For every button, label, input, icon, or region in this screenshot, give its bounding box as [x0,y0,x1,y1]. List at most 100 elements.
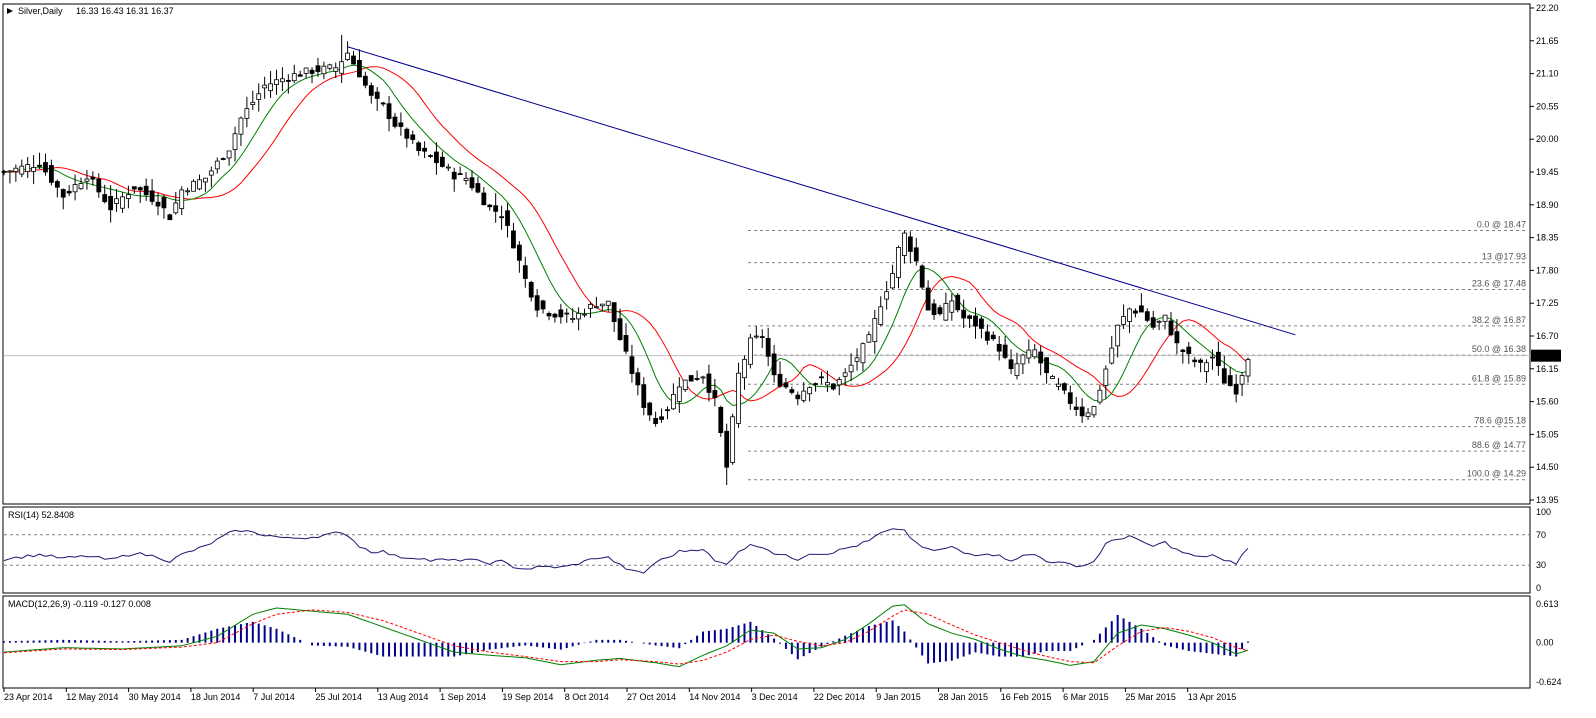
candle-body [1085,412,1091,417]
candle-body [161,197,167,209]
candle-body [1056,383,1061,387]
candle-body [795,394,801,400]
candle-body [493,205,499,212]
candle-body [552,313,558,318]
candle-body [256,93,262,100]
candle-body [96,178,102,193]
current-price-tag [1531,349,1561,362]
candle-body [60,189,66,198]
candle-body [481,192,487,206]
macd-title: MACD(12,26,9) -0.119 -0.127 0.008 [8,599,151,609]
candle-body [854,357,860,362]
candle-body [357,60,362,78]
fib-level-label: 0.0 @ 18.47 [1477,219,1526,229]
candle-body [1014,363,1020,376]
candle-body [825,382,830,386]
candle-body [694,378,700,380]
candle-body [428,155,433,157]
candle-body [226,150,232,159]
candle-body [665,409,670,412]
date-axis-label: 18 Jun 2014 [191,692,241,702]
candle-body [268,83,273,91]
candle-body [949,300,955,313]
candle-body [522,265,528,279]
candle-body [43,162,48,173]
candle-body [114,198,119,204]
candle-body [368,85,374,96]
candle-body [913,247,919,262]
price-axis-label: 20.00 [1536,134,1559,144]
rsi-axis-label: 100 [1536,507,1551,517]
rsi-panel [2,506,1531,594]
candle-body [676,386,682,402]
candle-body [1215,351,1221,367]
date-axis-label: 6 Mar 2015 [1063,692,1109,702]
candle-body [623,335,629,352]
candle-body [179,189,185,210]
rsi-axis-label: 30 [1536,560,1546,570]
date-axis-label: 19 Sep 2014 [502,692,553,702]
candle-body [1245,359,1251,377]
candle-body [890,273,895,289]
candle-body [931,303,937,315]
candle-body [990,334,996,340]
candle-body [1138,305,1144,313]
candle-body [309,69,315,74]
candle-body [700,376,706,379]
candle-body [1002,344,1008,358]
date-axis-label: 28 Jan 2015 [939,692,989,702]
candle-body [984,331,990,341]
candle-body [78,183,84,190]
macd-axis-label: -0.624 [1536,677,1562,687]
candle-body [1032,349,1038,358]
candle-body [996,343,1002,352]
candle-body [836,379,842,386]
candle-body [439,156,445,167]
candle-body [167,214,173,221]
candle-body [872,318,878,343]
candle-body [617,318,623,341]
date-axis-label: 13 Aug 2014 [378,692,429,702]
candle-body [783,382,789,388]
candle-body [362,75,368,86]
price-axis-label: 15.05 [1536,429,1559,439]
candle-body [197,179,202,190]
candle-body [1020,354,1026,365]
candle-body [149,190,155,202]
date-axis-label: 23 Apr 2014 [4,692,53,702]
candle-body [48,165,54,183]
candle-body [321,65,327,75]
candle-body [262,84,268,89]
candle-body [1162,314,1168,322]
candle-body [682,379,688,390]
candle-body [884,291,890,300]
candle-body [185,190,191,193]
candle-body [1026,349,1032,359]
candle-body [244,108,250,119]
candle-body [434,151,439,164]
price-axis-label: 15.60 [1536,397,1559,407]
red-moving-average [4,66,1249,402]
candle-body [973,315,978,327]
candle-body [1144,311,1150,321]
candle-body [1103,368,1109,386]
date-axis-label: 9 Jan 2015 [876,692,921,702]
candle-body [718,406,724,433]
candle-body [635,372,641,386]
fib-level-label: 50.0 @ 16.38 [1472,344,1526,354]
candle-body [777,373,783,387]
candle-body [629,356,635,374]
date-axis-label: 27 Oct 2014 [627,692,676,702]
price-axis-label: 16.15 [1536,364,1559,374]
candle-body [297,74,303,77]
current-price-value: 16.37 [1535,351,1558,361]
candle-body [564,312,570,315]
fib-level-label: 61.8 @ 15.89 [1472,373,1526,383]
candle-body [1186,346,1192,354]
price-axis-label: 21.10 [1536,69,1559,79]
candle-body [451,171,457,180]
candle-body [1168,320,1174,336]
candle-body [120,196,125,209]
candle-body [137,187,143,191]
candle-body [445,166,451,169]
